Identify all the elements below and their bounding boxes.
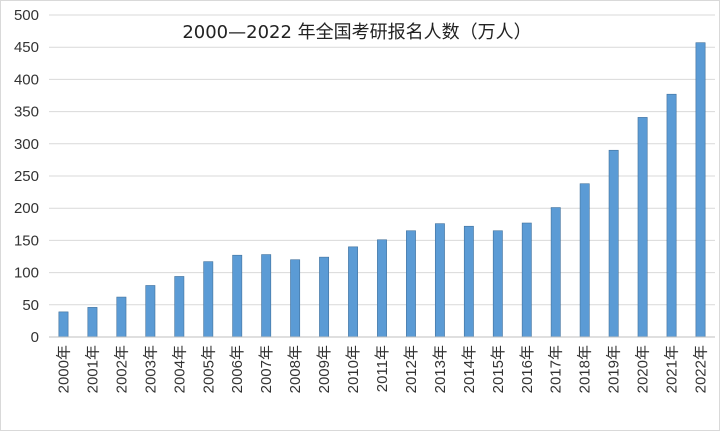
bar (232, 254, 243, 338)
watermark: 知乎 @漠南 (591, 396, 665, 413)
bar (203, 261, 214, 338)
x-tick-label: 2003年 (142, 345, 159, 393)
bar (377, 239, 387, 338)
x-tick-label: 2018年 (577, 345, 594, 393)
x-tick-label: 2005年 (200, 345, 217, 393)
y-tick-label: 350 (14, 104, 39, 121)
bar (550, 207, 561, 338)
x-tick-label: 2000年 (55, 345, 72, 393)
x-tick-label: 2020年 (635, 345, 652, 393)
y-tick-label: 100 (14, 265, 39, 282)
x-tick-label: 2021年 (664, 345, 681, 393)
x-tick-label: 2002年 (113, 345, 130, 393)
bar (348, 246, 358, 338)
bar (116, 296, 127, 338)
x-tick-labels: 2000年 2001年 2002年 2003年 2004年 2005年 2006年 2007年… (55, 345, 709, 393)
bar (174, 276, 185, 338)
x-tick-label: 2012年 (403, 345, 420, 393)
bar (290, 259, 301, 338)
y-tick-label: 0 (31, 329, 39, 346)
bars (58, 42, 706, 338)
x-tick-label: 2007年 (258, 345, 275, 393)
bar (637, 117, 648, 338)
bar (319, 256, 330, 338)
bar (463, 225, 474, 338)
x-tick-label: 2011年 (374, 345, 391, 392)
x-tick-label: 2016年 (519, 345, 536, 393)
x-tick-label: 2019年 (606, 345, 623, 393)
x-tick-label: 2013年 (432, 345, 449, 393)
bar (666, 93, 677, 338)
bar (434, 223, 445, 338)
x-tick-label: 2010年 (345, 345, 362, 393)
x-tick-label: 2001年 (84, 345, 101, 393)
x-tick-label: 2015年 (490, 345, 507, 393)
bar (695, 42, 706, 338)
bar (608, 149, 619, 338)
x-tick-label: 2022年 (693, 345, 710, 393)
x-tick-label: 2009年 (316, 345, 333, 393)
x-tick-label: 2017年 (548, 345, 565, 393)
bar (521, 222, 532, 338)
bar (579, 183, 590, 338)
y-tick-label: 400 (14, 71, 39, 88)
x-tick-label: 2006年 (229, 345, 246, 393)
bar (406, 230, 416, 338)
y-tick-label: 300 (14, 136, 39, 153)
chart-title: 2000—2022 年全国考研报名人数（万人） (182, 22, 531, 43)
y-tick-label: 500 (14, 7, 39, 24)
bar (87, 307, 98, 338)
bar (58, 311, 69, 338)
y-tick-label: 50 (22, 297, 39, 314)
y-tick-label: 200 (14, 200, 39, 217)
gridlines (49, 14, 715, 338)
bar (492, 230, 503, 338)
y-tick-label: 150 (14, 232, 39, 249)
y-tick-label: 250 (14, 168, 39, 185)
x-tick-label: 2014年 (461, 345, 478, 393)
x-tick-label: 2008年 (287, 345, 304, 393)
y-tick-label: 450 (14, 39, 39, 56)
bar (145, 285, 156, 338)
x-tick-label: 2004年 (171, 345, 188, 393)
y-tick-labels: 0 50 100 150 200 250 300 350 400 450 500 (14, 7, 39, 346)
bar (261, 254, 272, 338)
